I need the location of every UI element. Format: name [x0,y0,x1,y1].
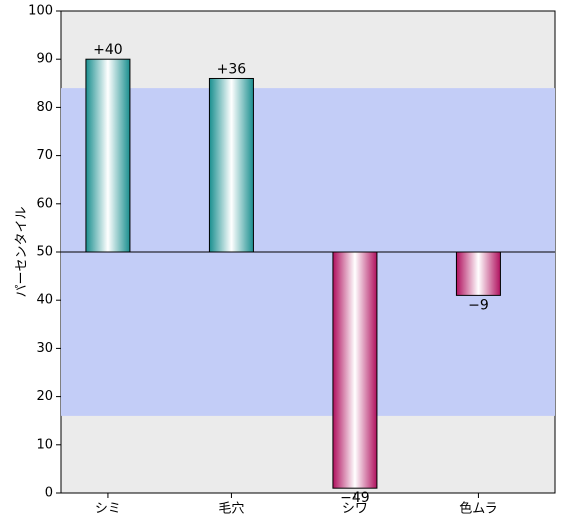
x-tick-label: 毛穴 [218,502,244,517]
y-tick-label: 40 [36,293,53,308]
value-label: −9 [468,297,489,313]
y-tick-label: 80 [36,100,53,115]
bar [455,251,501,296]
x-tick-label: シミ [95,502,121,517]
y-tick-label: 60 [36,196,53,211]
y-tick-label: 30 [36,341,53,356]
y-tick-label: 20 [36,389,53,404]
y-tick-label: 100 [28,4,53,19]
y-tick-label: 70 [36,148,53,163]
y-tick-label: 50 [36,245,53,260]
x-tick-label: 色ムラ [459,501,497,517]
bar [332,251,378,489]
bar [85,58,131,253]
x-tick-label: シワ [342,502,368,517]
y-axis-label: パーセンタイル [15,206,30,297]
bar [208,77,254,253]
value-label: −49 [340,490,370,506]
y-tick-label: 10 [36,437,53,452]
y-tick-label: 0 [45,486,53,501]
value-label: +40 [93,42,123,58]
y-tick-label: 90 [36,52,53,67]
value-label: +36 [217,61,247,77]
